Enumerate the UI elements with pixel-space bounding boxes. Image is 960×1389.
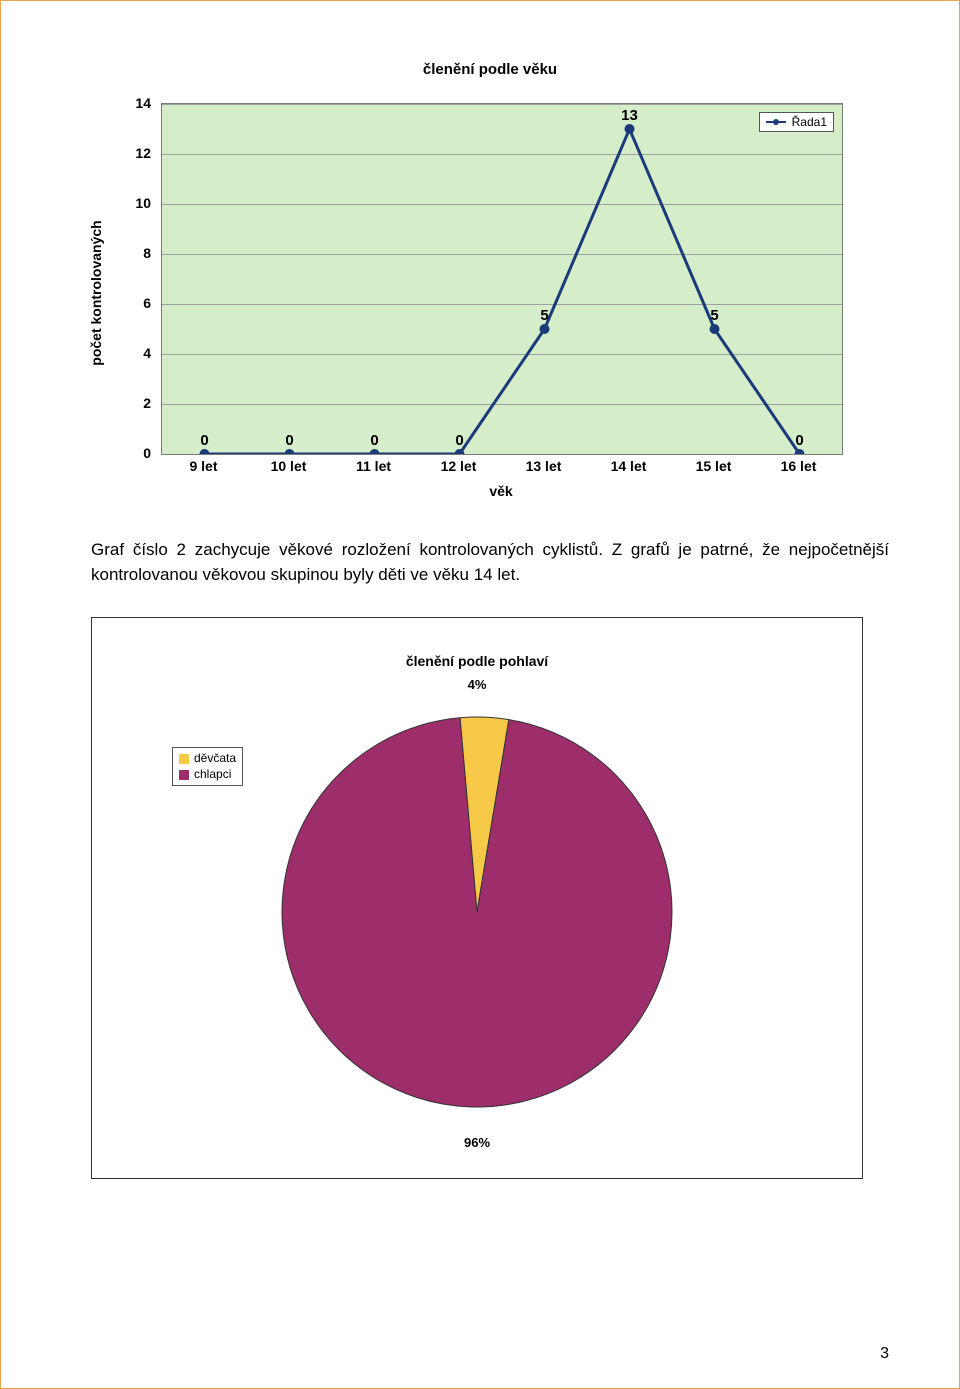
pie-chart-title: členění podle pohlaví	[92, 653, 862, 669]
x-axis-label: věk	[161, 483, 841, 499]
data-label: 13	[621, 107, 638, 124]
legend-label: Řada1	[792, 115, 827, 129]
legend-swatch	[179, 770, 189, 780]
y-tick: 12	[101, 145, 151, 161]
y-tick: 0	[101, 445, 151, 461]
y-tick: 10	[101, 195, 151, 211]
pie-legend: děvčata chlapci	[172, 747, 243, 786]
legend-swatch	[179, 754, 189, 764]
y-tick: 6	[101, 295, 151, 311]
line-chart-area: počet kontrolovaných 02468101214 0000513…	[101, 103, 861, 483]
x-tick: 15 let	[696, 458, 732, 474]
x-tick: 11 let	[356, 458, 391, 474]
data-label: 5	[710, 307, 718, 324]
legend-marker	[766, 121, 786, 123]
data-label: 0	[795, 432, 803, 449]
y-tick: 8	[101, 245, 151, 261]
data-label: 0	[285, 432, 293, 449]
line-chart-title: členění podle věku	[91, 61, 889, 78]
pie-top-pct: 4%	[92, 677, 862, 692]
plot-area: 0 0 0 0 5 13 5 0 Řada1	[161, 103, 843, 455]
legend-label: chlapci	[194, 767, 231, 783]
legend-label: děvčata	[194, 751, 236, 767]
pie-legend-item-girls: děvčata	[179, 751, 236, 767]
line-chart-legend: Řada1	[759, 112, 834, 132]
x-tick: 12 let	[441, 458, 477, 474]
x-tick: 10 let	[271, 458, 307, 474]
pie-chart-box: členění podle pohlaví 4% děvčata chlapci…	[91, 617, 863, 1179]
data-label: 5	[540, 307, 548, 324]
line-chart: členění podle věku počet kontrolovaných …	[91, 61, 889, 483]
page-number: 3	[880, 1345, 889, 1363]
pie-area: děvčata chlapci	[92, 692, 862, 1112]
data-label: 0	[455, 432, 463, 449]
description-paragraph: Graf číslo 2 zachycuje věkové rozložení …	[91, 538, 889, 587]
x-tick: 13 let	[526, 458, 562, 474]
y-tick: 4	[101, 345, 151, 361]
y-axis-label: počet kontrolovaných	[88, 220, 104, 365]
data-label: 0	[200, 432, 208, 449]
pie-legend-item-boys: chlapci	[179, 767, 236, 783]
data-label: 0	[370, 432, 378, 449]
x-tick: 16 let	[781, 458, 817, 474]
x-tick: 14 let	[611, 458, 647, 474]
pie-bottom-pct: 96%	[92, 1135, 862, 1150]
y-tick: 14	[101, 95, 151, 111]
x-tick: 9 let	[189, 458, 217, 474]
y-tick: 2	[101, 395, 151, 411]
